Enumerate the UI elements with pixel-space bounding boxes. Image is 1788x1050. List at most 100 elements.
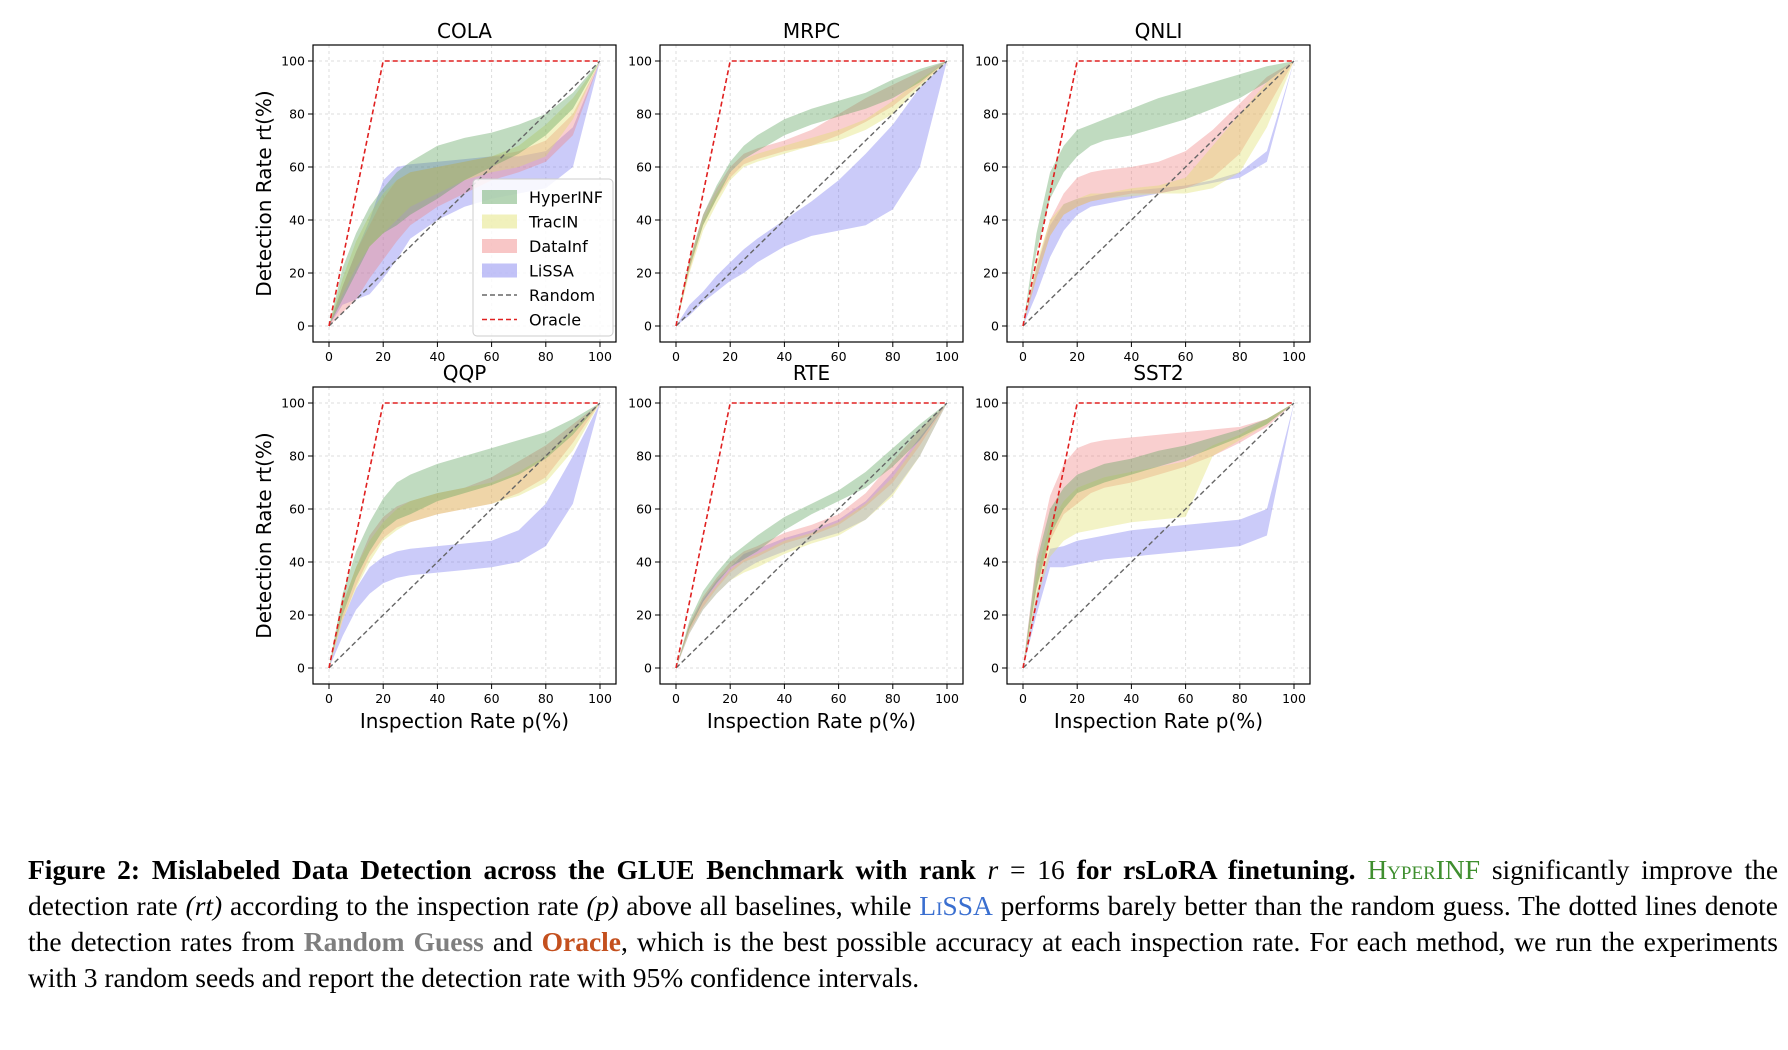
x-tick-label: 80 [538,691,554,706]
oracle-line [1022,60,1294,327]
x-tick-label: 0 [672,691,680,706]
chart-qqp: 0 20 40 60 80 100 0 20 40 60 80 100 QQP Detection Rat… [252,361,617,733]
band-hyperinf [1023,61,1294,326]
band-datainf [329,61,600,326]
legend-box [472,178,614,337]
x-tick-label: 60 [484,691,500,706]
random-line [675,60,948,327]
y-tick-label: 20 [636,266,652,281]
legend-label-datainf: DataInf [529,237,588,256]
x-axis-label: Inspection Rate p(%) [1054,709,1263,733]
y-tick-label: 0 [991,319,999,334]
y-tick-label: 20 [983,266,999,281]
random-line [1022,402,1295,669]
y-tick-label: 100 [281,54,305,69]
y-tick-label: 100 [281,396,305,411]
band-hyperinf [676,61,947,326]
x-tick-label: 60 [831,691,847,706]
x-tick-label: 60 [484,349,500,364]
y-tick-label: 0 [297,661,305,676]
band-datainf [1023,403,1294,668]
x-tick-label: 20 [375,349,391,364]
figure-svg: 0 20 40 60 80 100 0 20 40 60 80 100 COLA Detection Ra… [252,19,1311,733]
band-hyperinf [1023,403,1294,668]
x-tick-label: 80 [885,349,901,364]
y-tick-label: 60 [636,160,652,175]
y-tick-label: 20 [289,266,305,281]
chart-title: QQP [443,361,487,385]
axes-frame [659,44,964,343]
y-tick-label: 100 [975,396,999,411]
y-tick-label: 40 [636,555,652,570]
band-tracin [676,403,947,668]
figure-caption: Figure 2: Mislabeled Data Detection acro… [28,852,1778,996]
y-tick-label: 80 [636,107,652,122]
x-tick-label: 40 [776,349,792,364]
chart-sst2: 0 20 40 60 80 100 0 20 40 60 80 100 SST2 Inspection R… [975,361,1311,733]
y-tick-label: 40 [636,213,652,228]
chart-qnli: 0 20 40 60 80 100 0 20 40 60 80 100 QNLI [975,19,1311,364]
x-tick-label: 80 [885,691,901,706]
axes-frame [1006,44,1311,343]
x-tick-label: 100 [935,691,959,706]
legend-swatch-lissa [482,263,517,278]
y-tick-label: 100 [975,54,999,69]
chart-cola: 0 20 40 60 80 100 0 20 40 60 80 100 COLA Detection Ra… [252,19,617,364]
band-lissa [676,403,947,668]
y-tick-label: 0 [644,319,652,334]
caption-label: Figure 2: [28,854,141,885]
y-tick-label: 60 [983,160,999,175]
oracle-line [675,60,947,327]
x-tick-label: 80 [538,349,554,364]
band-lissa [1023,403,1294,668]
band-lissa [329,403,600,668]
x-tick-label: 100 [588,691,612,706]
caption-title-tail: for rsLoRA finetuning. [1076,854,1356,885]
caption-oracle: Oracle [541,926,622,957]
caption-title: Mislabeled Data Detection across the GLU… [151,854,976,885]
y-tick-label: 80 [983,449,999,464]
x-axis-label: Inspection Rate p(%) [360,709,569,733]
x-tick-label: 0 [325,691,333,706]
x-tick-label: 100 [1282,349,1306,364]
legend-label-random: Random [529,286,595,305]
y-tick-label: 80 [636,449,652,464]
chart-title: COLA [437,19,492,43]
random-line [328,402,601,669]
band-lissa [329,61,600,326]
figure: 0 20 40 60 80 100 0 20 40 60 80 100 COLA Detection Ra… [252,19,1311,733]
caption-lissa-name: LiSSA [919,890,993,921]
legend: HyperINF TracIN DataInf LiSSA Random Oracle [472,178,614,337]
caption-text1: significantly improve the detection rate [28,854,1779,921]
x-tick-label: 80 [1232,349,1248,364]
y-tick-label: 100 [628,396,652,411]
chart-title: MRPC [783,19,840,43]
chart-title: QNLI [1135,19,1183,43]
caption-and: and [492,926,533,957]
x-tick-label: 100 [1282,691,1306,706]
axes-frame [1006,386,1311,685]
chart-title: SST2 [1133,361,1183,385]
oracle-line [328,60,600,327]
x-tick-label: 40 [429,349,445,364]
random-line [675,402,948,669]
y-tick-label: 80 [983,107,999,122]
x-tick-label: 80 [1232,691,1248,706]
y-axis-label: Detection Rate rt(%) [252,432,276,638]
x-tick-label: 0 [1019,691,1027,706]
legend-swatch-tracin [482,214,517,229]
caption-method-name: HyperINF [1367,854,1481,885]
band-lissa [676,61,947,326]
y-tick-label: 20 [289,608,305,623]
y-tick-label: 40 [983,213,999,228]
axes-frame [659,386,964,685]
band-datainf [676,403,947,668]
caption-rank-var: r [987,854,999,885]
legend-swatch-hyperinf [482,190,517,204]
oracle-line [675,402,947,669]
legend-label-hyperinf: HyperINF [529,188,603,207]
x-tick-label: 60 [831,349,847,364]
y-tick-label: 40 [289,213,305,228]
x-tick-label: 40 [1123,349,1139,364]
x-tick-label: 20 [375,691,391,706]
